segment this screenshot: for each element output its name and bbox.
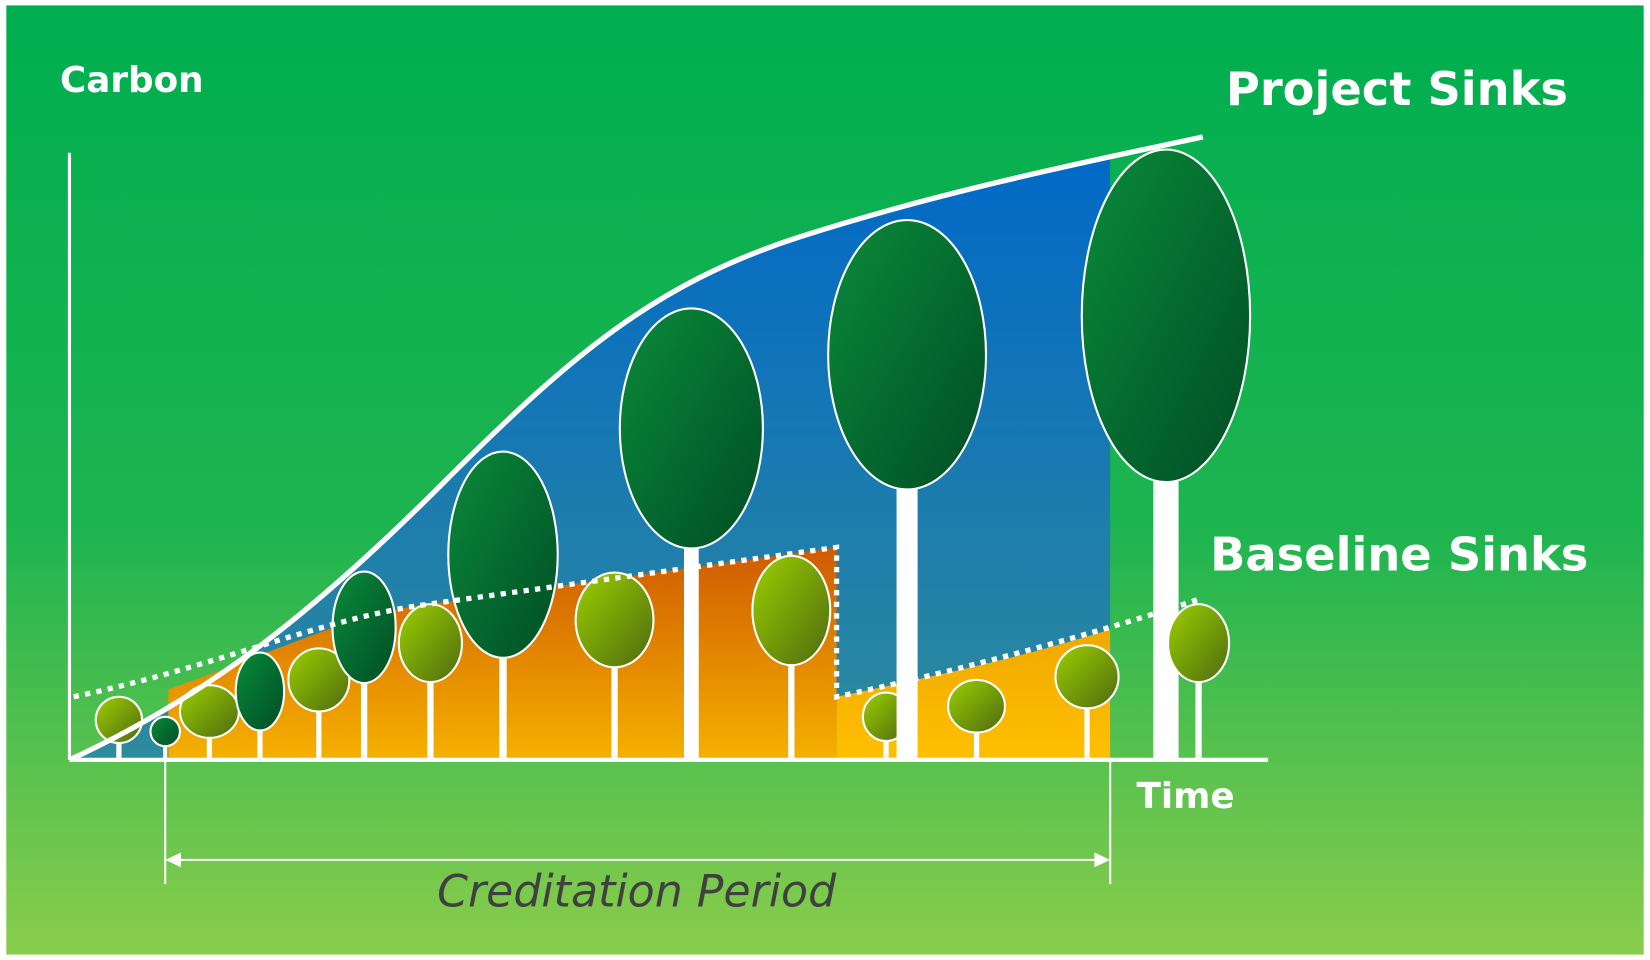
tree-crown — [287, 647, 351, 713]
tree-crown — [574, 571, 655, 669]
x-label: Time — [1136, 776, 1234, 817]
trees — [94, 148, 1252, 760]
tree-crown — [234, 651, 286, 732]
tree-crown — [827, 219, 988, 491]
tree-crown — [149, 715, 181, 748]
tree-trunk — [427, 679, 434, 760]
project-label: Project Sinks — [1226, 62, 1568, 116]
tree-crown — [1054, 644, 1120, 710]
tree-trunk — [1195, 679, 1202, 760]
baseline-curve — [73, 544, 1204, 701]
tree-trunk — [1084, 706, 1090, 760]
tree-crown — [447, 450, 559, 659]
tree-crown — [397, 603, 464, 684]
tree-crown — [751, 554, 832, 667]
tree-trunk — [788, 663, 795, 760]
tree-trunk — [116, 740, 122, 760]
tree-trunk — [611, 665, 618, 760]
baseline-label: Baseline Sinks — [1210, 527, 1588, 581]
tree-trunk — [499, 655, 507, 760]
tree-trunk — [206, 735, 213, 760]
tree-trunk — [316, 709, 322, 760]
tree-trunk — [257, 728, 263, 760]
period-label: Creditation Period — [437, 867, 837, 918]
tree-crown — [331, 570, 397, 685]
tree-trunk — [163, 744, 168, 760]
tree-trunk — [896, 487, 918, 760]
tree-crown — [947, 678, 1006, 734]
tree-trunk — [973, 730, 980, 760]
tree-crown — [618, 307, 764, 550]
tree-crown — [1080, 148, 1252, 484]
tree-trunk — [883, 738, 889, 760]
tree-trunk — [360, 680, 368, 760]
project-curve — [68, 134, 1204, 763]
y-label: Carbon — [60, 60, 204, 101]
tree-crown — [1166, 603, 1231, 684]
tree-trunk — [683, 546, 699, 760]
